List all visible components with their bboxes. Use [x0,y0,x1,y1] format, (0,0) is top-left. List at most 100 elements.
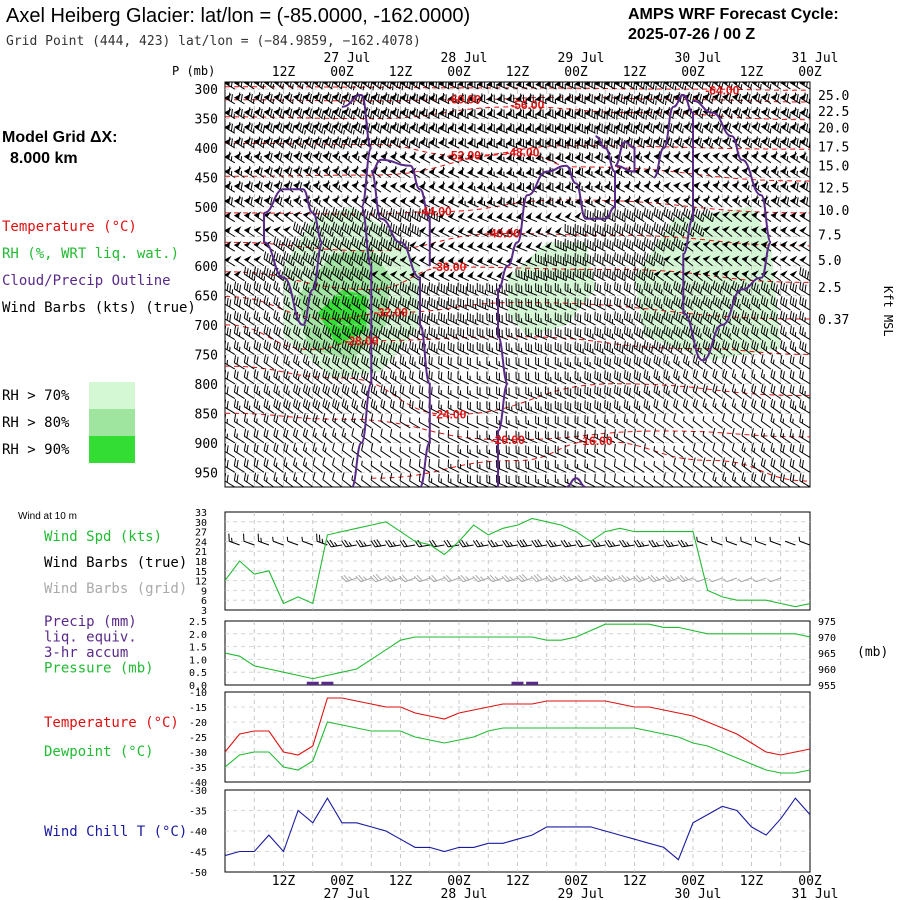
wind-barb-full [454,138,457,147]
wind-barb-staff [467,127,479,134]
wind-barb-half [664,100,667,106]
wind-barb-half [467,113,469,119]
wind-barb-full [562,94,564,103]
wind-barb-full [299,138,303,146]
temperature-contour [225,96,810,103]
wind-barb-full [611,109,613,117]
top-hour-label: 12Z [740,65,764,80]
wind-barb-full [588,82,591,86]
wind-barb-staff [574,142,587,149]
wind-barb [390,136,401,149]
wind-barb [263,82,275,90]
wind-barb-half [808,128,810,133]
wind-barb [741,121,752,134]
wind-barb-staff [225,215,226,223]
wind-barb-staff [506,98,518,105]
wind-barb-staff [457,83,470,90]
wind-barb-staff [496,98,508,105]
wind-barb-full [640,123,643,132]
kft-tick-label: 20.0 [818,121,849,136]
wind-barb [614,136,628,150]
wind-barb-flag [790,82,798,85]
wind-barb [584,107,598,120]
wind-barb-full [493,82,495,88]
wind-barb-staff [253,96,265,105]
wind-barb-half [721,98,723,104]
wind-barb-full [230,82,233,88]
wind-barb [780,107,791,120]
wind-barb-full [471,122,473,131]
wind-barb-half [233,128,235,133]
wind-barb-full [318,138,322,146]
wind-barb-staff [780,96,791,105]
wind-barb-full [571,82,574,88]
wind-barb [283,92,294,105]
wind-barb [447,122,460,134]
wind-barb-staff [225,274,226,282]
wind-barb-full [650,123,653,132]
wind-barb-half [730,98,733,104]
wind-barb-full [529,82,532,87]
wind-barb-full [630,138,633,146]
wind-barb-full [767,108,770,117]
wind-barb-half [352,85,355,91]
wind-barb-full [374,107,378,115]
wind-barb-full [793,92,797,101]
wind-barb-staff [467,83,479,90]
xs-legend-label: Wind Barbs (kts) (true) [2,300,196,316]
wind-barb [535,108,547,120]
wind-barb-full [425,82,428,88]
wind-barb-half [323,144,326,150]
wind-barb-full [613,139,616,148]
wind-barb-full [637,121,641,130]
wind-barb [545,82,557,90]
wind-barb-full [355,121,359,130]
wind-barb [770,82,782,90]
wind-barb-full [796,82,799,88]
wind-barb [604,107,618,120]
wind-barb [751,121,762,134]
wind-barb [506,82,518,90]
wind-barb-half [399,142,401,148]
wind-barb-full [471,137,473,146]
wind-barb [225,122,236,134]
wind-barb [584,137,598,149]
wind-barb-half [352,130,355,135]
pressure-tick-label: 900 [195,437,218,452]
wind-barb-flag [380,82,389,85]
wind-barb-staff [467,98,479,105]
wind-barb-staff [673,140,684,149]
top-hour-label: 00Z [447,65,471,80]
wind-barb-full [539,93,541,102]
wind-barb [789,107,801,120]
wind-barb [731,106,743,119]
wind-barb [515,123,528,134]
wind-barb-full [620,108,623,117]
wind-barb-staff [457,142,470,149]
wind-barb-full [522,82,525,88]
wind-barb-staff [741,110,752,119]
wind-barb-half [467,84,469,89]
wind-barb-full [386,138,390,146]
wind-barb-staff [741,82,752,90]
wind-barb [799,92,810,105]
wind-barb-flag [770,82,779,85]
wind-barb-flag [703,82,711,85]
wind-barb-full [367,123,371,132]
wind-barb-staff [225,82,236,90]
wind-barb-full [396,82,399,88]
wind-barb-full [240,108,243,117]
wind-barb-staff [419,97,431,105]
wind-barb-full [601,82,603,88]
wind-barb-full [618,107,621,116]
wind-barb-full [418,82,421,89]
wind-barb-half [418,128,420,133]
wind-barb-half [798,98,801,104]
wind-barb [506,123,518,134]
wind-barb-half [645,115,647,120]
wind-barb-flag [663,82,672,85]
wind-barb-full [338,138,342,146]
wind-barb-full [289,93,293,102]
wind-barb-full [219,94,225,102]
wind-barb-full [384,121,387,130]
